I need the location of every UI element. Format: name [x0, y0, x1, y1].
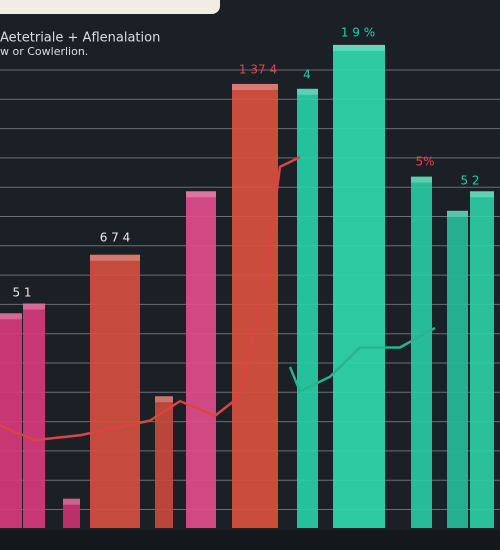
- bar: [90, 254, 140, 528]
- bar: [232, 83, 278, 529]
- bar-cap: [90, 254, 140, 261]
- bar: [23, 303, 45, 528]
- data-label: 6 7 4: [100, 231, 131, 245]
- data-label: 1 37 4: [239, 63, 277, 77]
- bar-cap: [447, 210, 468, 217]
- footer-strip: [0, 530, 500, 550]
- bar: [297, 88, 318, 529]
- trend-line: [288, 326, 436, 394]
- bar-cap: [63, 498, 80, 505]
- header-card: [0, 0, 220, 14]
- bar: [470, 191, 494, 528]
- data-label: 4: [303, 68, 311, 82]
- bar-cap: [333, 44, 385, 51]
- bar-cap: [297, 88, 318, 95]
- trend-line: [0, 155, 301, 442]
- bar: [333, 44, 385, 528]
- bar: [447, 210, 468, 529]
- bar-cap: [23, 303, 45, 310]
- bar: [63, 498, 80, 528]
- bar-cap: [186, 191, 216, 198]
- data-label: 5%: [415, 155, 434, 169]
- data-label: 1 9 %: [341, 26, 375, 40]
- chart-subtitle: w or Cowlerlion.: [0, 45, 88, 58]
- bar: [0, 313, 22, 528]
- chart-title: Aetetriale + Aflenalation: [0, 31, 160, 46]
- bar-cap: [155, 396, 173, 403]
- bar-cap: [470, 191, 494, 198]
- bar: [155, 396, 173, 528]
- bar-cap: [411, 176, 432, 183]
- data-label: 5 1: [12, 286, 31, 300]
- bar-cap: [0, 313, 22, 320]
- bar: [186, 191, 216, 528]
- bar: [411, 176, 432, 528]
- data-label: 5 2: [460, 174, 479, 188]
- bar-cap: [232, 83, 278, 90]
